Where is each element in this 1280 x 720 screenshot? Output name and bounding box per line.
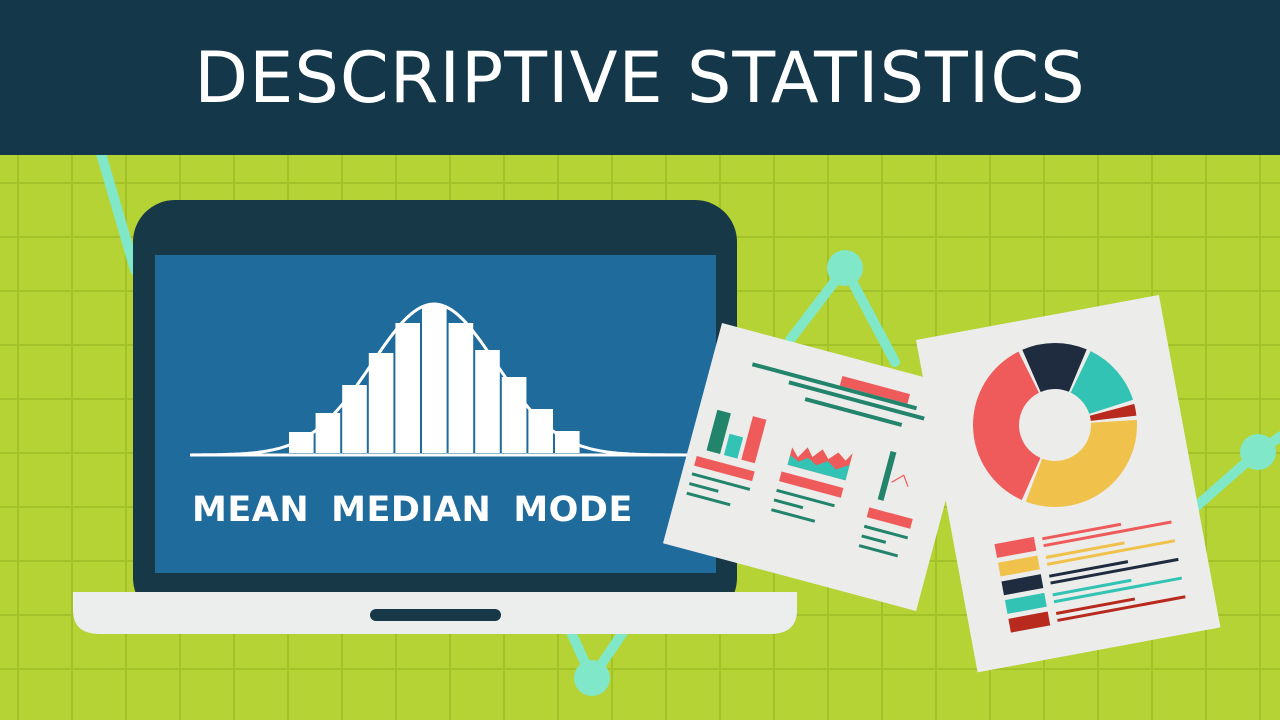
histogram-bar: [422, 305, 447, 453]
histogram-bar: [342, 385, 367, 453]
trend-point: [574, 660, 610, 696]
donut-segment: [1022, 343, 1087, 392]
donut-segment: [1070, 351, 1133, 414]
report-paper-left: [662, 323, 976, 612]
trend-point: [1240, 434, 1276, 470]
label-mean: MEAN: [192, 490, 310, 530]
donut-segment: [1025, 419, 1137, 508]
donut-segment: [1089, 403, 1137, 421]
histogram-bar: [528, 409, 553, 453]
label-median: MEDIAN: [331, 490, 492, 530]
histogram-bar: [475, 350, 500, 453]
histogram-bar: [368, 353, 394, 453]
donut-segment: [973, 351, 1041, 500]
screen-labels: MEAN MEDIAN MODE: [192, 490, 633, 530]
laptop-trackpad-slot: [370, 609, 501, 621]
donut-chart: [973, 343, 1137, 508]
histogram: [190, 302, 700, 457]
trend-line-points: [574, 250, 1276, 696]
laptop: [73, 200, 797, 634]
histogram-bar: [395, 323, 420, 453]
histogram-bar: [448, 323, 474, 453]
page-title: DESCRIPTIVE STATISTICS: [0, 0, 1280, 155]
trend-point: [827, 250, 863, 286]
normal-curve: [192, 302, 690, 457]
label-mode: MODE: [513, 490, 633, 530]
